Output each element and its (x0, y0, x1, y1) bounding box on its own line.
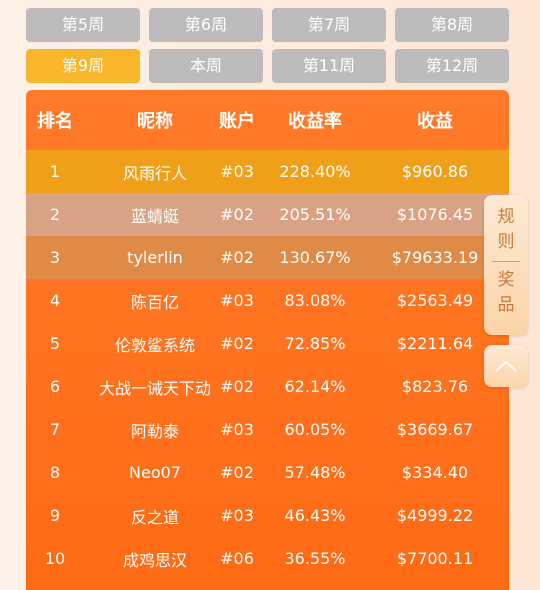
table-row: 5 伦敦鲨系统 #02 72.85% $2211.64 (26, 322, 509, 365)
table-cell: 伦敦鲨系统 (114, 335, 196, 355)
table-cell: #02 (220, 334, 254, 353)
table-cell: #02 (220, 248, 254, 267)
scroll-top-button[interactable] (484, 345, 528, 387)
table-cell: #03 (220, 162, 254, 181)
week-tab[interactable]: 第8周 (395, 8, 509, 42)
week-tab[interactable]: 第6周 (149, 8, 263, 42)
char: 规 (497, 207, 515, 227)
table-cell: 3 (49, 248, 61, 267)
table-cell: $7700.11 (396, 549, 474, 568)
table-cell: $2211.64 (396, 334, 474, 353)
chevron-up (495, 360, 517, 372)
table-cell: 风雨行人 (122, 163, 188, 183)
week-tab[interactable]: 第9周 (26, 49, 140, 83)
table-row: 4 陈百亿 #03 83.08% $2563.49 (26, 279, 509, 322)
header-cell: 收益率 (288, 111, 342, 132)
header-cell: 昵称 (137, 111, 173, 132)
table-cell: 72.85% (284, 334, 346, 353)
divider (492, 261, 520, 262)
table-cell: 成鸡思汉 (122, 550, 188, 570)
table-cell: $823.76 (401, 377, 469, 396)
table-cell: 205.51% (279, 205, 351, 224)
table-cell: #02 (220, 205, 254, 224)
char: 则 (497, 232, 515, 252)
char: 品 (497, 295, 515, 315)
table-row: 3 tylerlin #02 130.67% $79633.19 (26, 236, 509, 279)
table-cell: 83.08% (284, 291, 346, 310)
prizes[interactable]: 奖品 (484, 268, 528, 318)
table-cell: 36.55% (284, 549, 346, 568)
table-cell: 阿勒泰 (130, 421, 180, 441)
table-cell: $79633.19 (391, 248, 479, 267)
table-cell: #03 (220, 291, 254, 310)
table-cell: #03 (220, 420, 254, 439)
week-tab[interactable]: 第5周 (26, 8, 140, 42)
table-cell: 10 (44, 549, 66, 568)
table-cell: 2 (49, 205, 61, 224)
table-cell: #02 (220, 463, 254, 482)
table-cell: 6 (49, 377, 61, 396)
table-cell: $4999.22 (396, 506, 474, 525)
char: 奖 (497, 270, 515, 290)
table-cell: 228.40% (279, 162, 351, 181)
table-cell: 62.14% (284, 377, 346, 396)
week-tab[interactable]: 第12周 (395, 49, 509, 83)
rules-prizes-button[interactable]: 规则 奖品 (484, 195, 528, 335)
table-row: 1 风雨行人 #03 228.40% $960.86 (26, 150, 509, 193)
table-cell: 9 (49, 506, 61, 525)
table-cell: Neo07 (129, 463, 181, 482)
table-cell: 57.48% (284, 463, 346, 482)
week-tab[interactable]: 第7周 (272, 8, 386, 42)
table-cell: 大战一诫天下动 (98, 378, 212, 398)
week-tab[interactable]: 第11周 (272, 49, 386, 83)
header-cell: 排名 (37, 111, 73, 132)
table-cell: $334.40 (401, 463, 469, 482)
table-cell: 60.05% (284, 420, 346, 439)
table-cell: 反之道 (130, 507, 180, 527)
table-row: 10 成鸡思汉 #06 36.55% $7700.11 (26, 537, 509, 580)
table-cell: 8 (49, 463, 61, 482)
table-row: 8 Neo07 #02 57.48% $334.40 (26, 451, 509, 494)
table-cell: $960.86 (401, 162, 469, 181)
header-cell: 账户 (219, 111, 255, 132)
table-cell: 蓝蜻蜓 (130, 206, 180, 226)
header-cell: 收益 (417, 111, 453, 132)
table-cell: 130.67% (279, 248, 351, 267)
header-row: 排名 昵称 账户 收益率 收益 (26, 90, 509, 150)
table-cell: $1076.45 (396, 205, 474, 224)
week-tab[interactable]: 本周 (149, 49, 263, 83)
table-cell: 4 (49, 291, 61, 310)
ranking-table: 排名 昵称 账户 收益率 收益 1 风雨行人 #03 228.40% $960.86 2 蓝蜻蜓 #02… (26, 90, 509, 590)
table-cell: #03 (220, 506, 254, 525)
table-cell: #06 (220, 549, 254, 568)
table-cell: $2563.49 (396, 291, 474, 310)
rules[interactable]: 规则 (484, 195, 528, 255)
table-cell: 7 (49, 420, 61, 439)
table-cell: #02 (220, 377, 254, 396)
table-row: 6 大战一诫天下动 #02 62.14% $823.76 (26, 365, 509, 408)
table-row: 2 蓝蜻蜓 #02 205.51% $1076.45 (26, 193, 509, 236)
table-cell: tylerlin (127, 248, 183, 267)
table-row: 9 反之道 #03 46.43% $4999.22 (26, 494, 509, 537)
table-cell: 陈百亿 (130, 292, 180, 312)
table-cell: 5 (49, 334, 61, 353)
table-cell: 1 (49, 162, 61, 181)
table-cell: 46.43% (284, 506, 346, 525)
table-row: 7 阿勒泰 #03 60.05% $3669.67 (26, 408, 509, 451)
table-cell: $3669.67 (396, 420, 474, 439)
